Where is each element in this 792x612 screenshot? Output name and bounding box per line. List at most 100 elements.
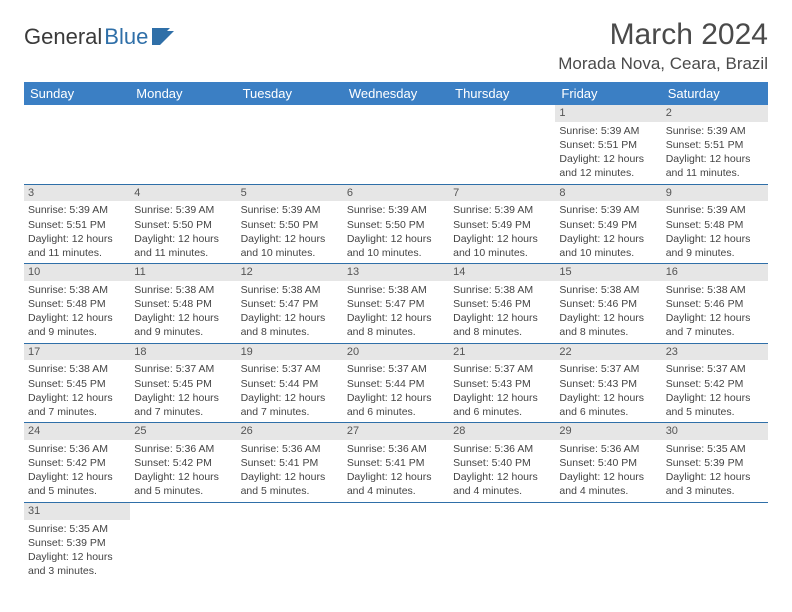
weekday-header: Friday (555, 82, 661, 105)
calendar-cell (449, 105, 555, 184)
calendar-cell: 13Sunrise: 5:38 AMSunset: 5:47 PMDayligh… (343, 264, 449, 344)
sunset-text: Sunset: 5:41 PM (241, 456, 339, 470)
day-number: 28 (449, 423, 555, 440)
day-number: 18 (130, 344, 236, 361)
sunset-text: Sunset: 5:46 PM (559, 297, 657, 311)
calendar-cell: 17Sunrise: 5:38 AMSunset: 5:45 PMDayligh… (24, 343, 130, 423)
sunset-text: Sunset: 5:40 PM (453, 456, 551, 470)
daylight-text: Daylight: 12 hours (559, 232, 657, 246)
daylight-text: Daylight: 12 hours (453, 232, 551, 246)
calendar-cell: 16Sunrise: 5:38 AMSunset: 5:46 PMDayligh… (662, 264, 768, 344)
sunset-text: Sunset: 5:47 PM (347, 297, 445, 311)
sunrise-text: Sunrise: 5:39 AM (666, 124, 764, 138)
calendar-cell: 14Sunrise: 5:38 AMSunset: 5:46 PMDayligh… (449, 264, 555, 344)
calendar-cell: 26Sunrise: 5:36 AMSunset: 5:41 PMDayligh… (237, 423, 343, 503)
daylight-text: and 6 minutes. (453, 405, 551, 419)
calendar-row: 10Sunrise: 5:38 AMSunset: 5:48 PMDayligh… (24, 264, 768, 344)
calendar-cell (24, 105, 130, 184)
sunrise-text: Sunrise: 5:38 AM (28, 283, 126, 297)
day-details: Sunrise: 5:39 AMSunset: 5:48 PMDaylight:… (662, 201, 768, 263)
day-details: Sunrise: 5:38 AMSunset: 5:48 PMDaylight:… (130, 281, 236, 343)
sunrise-text: Sunrise: 5:36 AM (134, 442, 232, 456)
sunrise-text: Sunrise: 5:36 AM (453, 442, 551, 456)
daylight-text: and 11 minutes. (28, 246, 126, 260)
sunset-text: Sunset: 5:50 PM (347, 218, 445, 232)
sunrise-text: Sunrise: 5:36 AM (559, 442, 657, 456)
calendar-cell: 27Sunrise: 5:36 AMSunset: 5:41 PMDayligh… (343, 423, 449, 503)
calendar-body: 1Sunrise: 5:39 AMSunset: 5:51 PMDaylight… (24, 105, 768, 581)
location-text: Morada Nova, Ceara, Brazil (558, 54, 768, 74)
sunrise-text: Sunrise: 5:37 AM (559, 362, 657, 376)
calendar-cell (237, 105, 343, 184)
daylight-text: and 7 minutes. (241, 405, 339, 419)
day-number: 19 (237, 344, 343, 361)
sunrise-text: Sunrise: 5:38 AM (241, 283, 339, 297)
day-details: Sunrise: 5:38 AMSunset: 5:46 PMDaylight:… (555, 281, 661, 343)
day-number: 25 (130, 423, 236, 440)
sunset-text: Sunset: 5:48 PM (134, 297, 232, 311)
calendar-cell: 11Sunrise: 5:38 AMSunset: 5:48 PMDayligh… (130, 264, 236, 344)
weekday-header: Wednesday (343, 82, 449, 105)
day-details: Sunrise: 5:35 AMSunset: 5:39 PMDaylight:… (24, 520, 130, 582)
daylight-text: and 10 minutes. (241, 246, 339, 260)
daylight-text: Daylight: 12 hours (347, 232, 445, 246)
sunrise-text: Sunrise: 5:38 AM (347, 283, 445, 297)
calendar-cell: 1Sunrise: 5:39 AMSunset: 5:51 PMDaylight… (555, 105, 661, 184)
sunrise-text: Sunrise: 5:36 AM (28, 442, 126, 456)
sunset-text: Sunset: 5:45 PM (134, 377, 232, 391)
day-number: 20 (343, 344, 449, 361)
calendar-cell (130, 502, 236, 581)
daylight-text: and 3 minutes. (28, 564, 126, 578)
sunset-text: Sunset: 5:43 PM (559, 377, 657, 391)
daylight-text: Daylight: 12 hours (666, 311, 764, 325)
calendar-cell: 19Sunrise: 5:37 AMSunset: 5:44 PMDayligh… (237, 343, 343, 423)
sunset-text: Sunset: 5:39 PM (28, 536, 126, 550)
sunrise-text: Sunrise: 5:38 AM (453, 283, 551, 297)
daylight-text: Daylight: 12 hours (241, 232, 339, 246)
daylight-text: and 9 minutes. (134, 325, 232, 339)
daylight-text: and 4 minutes. (453, 484, 551, 498)
day-details: Sunrise: 5:36 AMSunset: 5:41 PMDaylight:… (237, 440, 343, 502)
page-title: March 2024 (558, 18, 768, 52)
sunset-text: Sunset: 5:48 PM (28, 297, 126, 311)
day-number: 24 (24, 423, 130, 440)
calendar-cell (449, 502, 555, 581)
weekday-header: Monday (130, 82, 236, 105)
day-number: 16 (662, 264, 768, 281)
calendar-cell: 18Sunrise: 5:37 AMSunset: 5:45 PMDayligh… (130, 343, 236, 423)
day-details: Sunrise: 5:39 AMSunset: 5:50 PMDaylight:… (130, 201, 236, 263)
sunrise-text: Sunrise: 5:39 AM (453, 203, 551, 217)
day-number: 6 (343, 185, 449, 202)
daylight-text: Daylight: 12 hours (241, 391, 339, 405)
sunset-text: Sunset: 5:44 PM (347, 377, 445, 391)
daylight-text: Daylight: 12 hours (347, 311, 445, 325)
daylight-text: Daylight: 12 hours (28, 550, 126, 564)
daylight-text: and 7 minutes. (28, 405, 126, 419)
daylight-text: and 8 minutes. (347, 325, 445, 339)
calendar-cell: 12Sunrise: 5:38 AMSunset: 5:47 PMDayligh… (237, 264, 343, 344)
calendar-cell: 15Sunrise: 5:38 AMSunset: 5:46 PMDayligh… (555, 264, 661, 344)
daylight-text: and 5 minutes. (666, 405, 764, 419)
sunset-text: Sunset: 5:51 PM (559, 138, 657, 152)
daylight-text: and 11 minutes. (134, 246, 232, 260)
daylight-text: and 8 minutes. (453, 325, 551, 339)
calendar-cell: 8Sunrise: 5:39 AMSunset: 5:49 PMDaylight… (555, 184, 661, 264)
calendar-cell: 2Sunrise: 5:39 AMSunset: 5:51 PMDaylight… (662, 105, 768, 184)
day-number: 22 (555, 344, 661, 361)
logo-text-1: General (24, 24, 102, 50)
calendar-cell: 29Sunrise: 5:36 AMSunset: 5:40 PMDayligh… (555, 423, 661, 503)
sunrise-text: Sunrise: 5:37 AM (241, 362, 339, 376)
sunset-text: Sunset: 5:50 PM (241, 218, 339, 232)
sunset-text: Sunset: 5:49 PM (559, 218, 657, 232)
daylight-text: Daylight: 12 hours (134, 470, 232, 484)
daylight-text: and 5 minutes. (28, 484, 126, 498)
calendar-cell: 31Sunrise: 5:35 AMSunset: 5:39 PMDayligh… (24, 502, 130, 581)
day-details: Sunrise: 5:36 AMSunset: 5:40 PMDaylight:… (449, 440, 555, 502)
calendar-cell (555, 502, 661, 581)
calendar-cell (237, 502, 343, 581)
weekday-header: Tuesday (237, 82, 343, 105)
day-number: 4 (130, 185, 236, 202)
sunrise-text: Sunrise: 5:39 AM (666, 203, 764, 217)
calendar-row: 1Sunrise: 5:39 AMSunset: 5:51 PMDaylight… (24, 105, 768, 184)
daylight-text: and 10 minutes. (453, 246, 551, 260)
